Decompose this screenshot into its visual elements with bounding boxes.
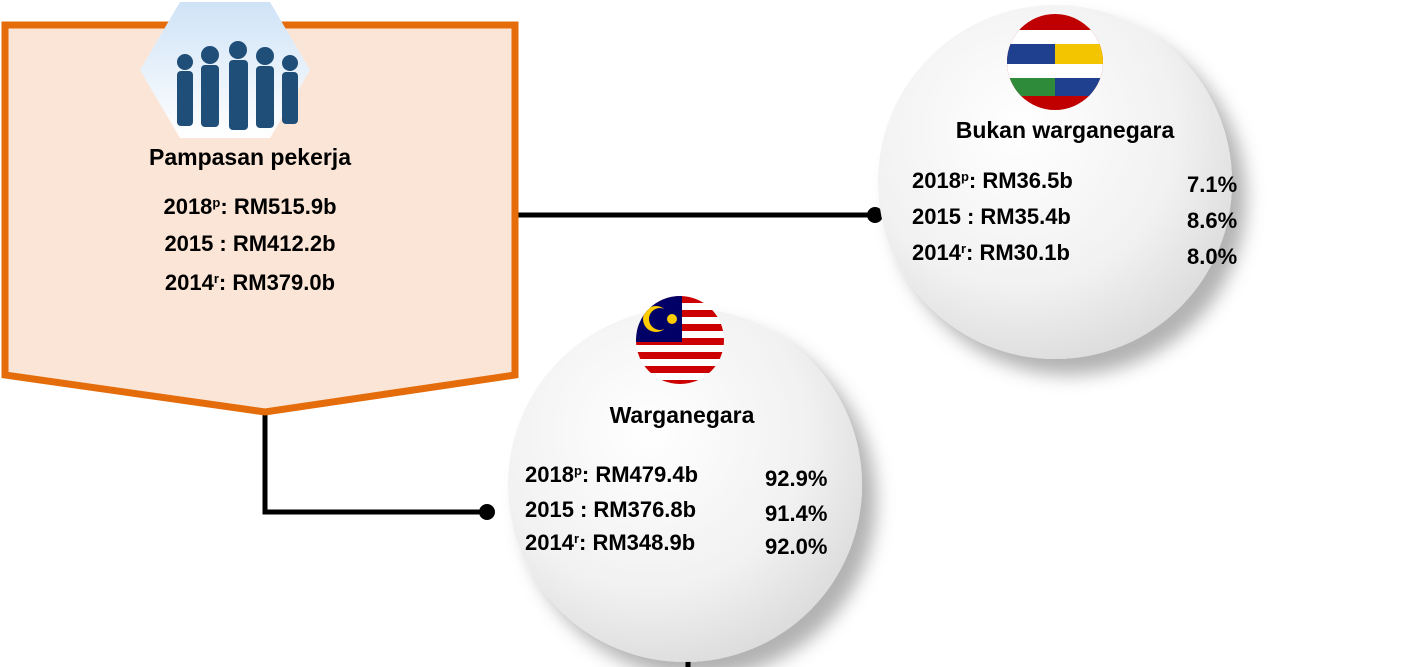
node-row: 2018p: RM36.5b bbox=[912, 168, 1073, 193]
row-share: 91.4% bbox=[765, 501, 827, 526]
row-value: : RM35.4b bbox=[967, 204, 1071, 229]
row-year: 2018 bbox=[912, 168, 961, 193]
row-value: : RM348.9b bbox=[579, 530, 695, 555]
row-year: 2014 bbox=[525, 530, 575, 555]
row-year: 2015 bbox=[912, 204, 961, 229]
connector bbox=[265, 415, 487, 512]
row-share: 8.6% bbox=[1187, 208, 1237, 233]
node-row: 2015: RM412.2b bbox=[164, 231, 335, 256]
row-share: 8.0% bbox=[1187, 244, 1237, 269]
page: Pampasan pekerja2018p: RM515.9b2015: RM4… bbox=[0, 0, 1411, 667]
row-share: 7.1% bbox=[1187, 172, 1237, 197]
connector-dot bbox=[479, 504, 495, 520]
node-row: 2014r: RM30.1b bbox=[912, 240, 1070, 265]
node-row: 2015: RM35.4b bbox=[912, 204, 1071, 229]
row-year: 2018 bbox=[163, 194, 212, 219]
node-row: 2014r: RM379.0b bbox=[165, 270, 335, 295]
row-share: 92.9% bbox=[765, 466, 827, 491]
row-value: : RM376.8b bbox=[580, 497, 696, 522]
row-share: 92.0% bbox=[765, 534, 827, 559]
row-year: 2015 bbox=[525, 497, 574, 522]
node-title: Pampasan pekerja bbox=[149, 144, 351, 170]
node-row: 2014r: RM348.9b bbox=[525, 530, 695, 555]
row-value: : RM36.5b bbox=[969, 168, 1073, 193]
row-year: 2014 bbox=[165, 270, 215, 295]
node-title: Bukan warganegara bbox=[956, 117, 1175, 143]
node-row: 2015: RM376.8b bbox=[525, 497, 696, 522]
row-superscript: p bbox=[574, 463, 582, 478]
row-superscript: p bbox=[212, 195, 220, 210]
row-value: : RM515.9b bbox=[220, 194, 336, 219]
node-row: 2018p: RM479.4b bbox=[525, 462, 698, 487]
node-title: Warganegara bbox=[610, 402, 755, 428]
row-value: : RM30.1b bbox=[966, 240, 1070, 265]
row-value: : RM412.2b bbox=[219, 231, 335, 256]
row-superscript: p bbox=[961, 169, 969, 184]
row-year: 2018 bbox=[525, 462, 574, 487]
row-year: 2015 bbox=[164, 231, 213, 256]
diagram: Pampasan pekerja2018p: RM515.9b2015: RM4… bbox=[0, 0, 1411, 667]
node-row: 2018p: RM515.9b bbox=[163, 194, 336, 219]
row-value: : RM379.0b bbox=[219, 270, 335, 295]
row-year: 2014 bbox=[912, 240, 962, 265]
row-value: : RM479.4b bbox=[582, 462, 698, 487]
